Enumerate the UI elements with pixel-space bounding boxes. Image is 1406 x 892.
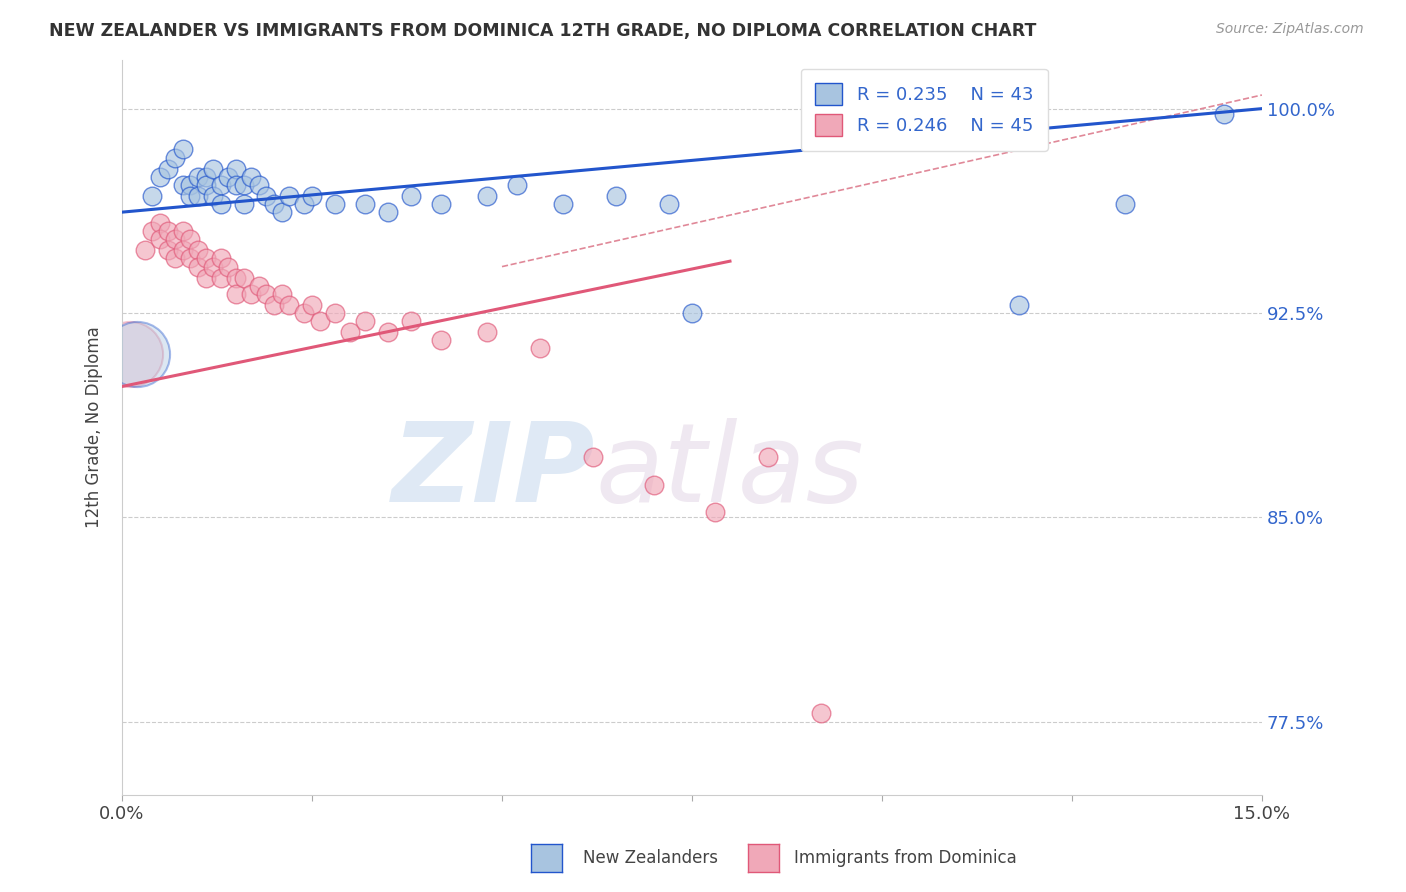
Point: [156, 224, 179, 238]
Point: [278, 189, 301, 203]
Point: [194, 178, 217, 192]
Point: [399, 189, 422, 203]
Point: [430, 197, 453, 211]
Point: [430, 333, 453, 347]
Point: [294, 306, 316, 320]
Point: [529, 342, 551, 356]
Point: [217, 169, 239, 184]
Point: [254, 286, 277, 301]
Point: [149, 169, 172, 184]
Point: [756, 450, 779, 465]
Point: [225, 178, 247, 192]
Point: [187, 169, 209, 184]
Point: [187, 189, 209, 203]
Point: [202, 161, 225, 176]
Point: [254, 189, 277, 203]
Point: [127, 347, 149, 361]
Point: [225, 286, 247, 301]
Y-axis label: 12th Grade, No Diploma: 12th Grade, No Diploma: [86, 326, 103, 528]
Point: [202, 260, 225, 274]
Point: [141, 224, 163, 238]
Point: [232, 178, 254, 192]
Point: [605, 189, 627, 203]
Point: [658, 197, 681, 211]
Point: [240, 169, 263, 184]
Point: [810, 706, 832, 721]
Point: [149, 232, 172, 246]
Point: [209, 178, 232, 192]
Point: [551, 197, 574, 211]
Point: [232, 270, 254, 285]
Point: [172, 143, 194, 157]
Point: [643, 477, 665, 491]
Text: ZIP: ZIP: [392, 418, 595, 525]
Point: [202, 189, 225, 203]
Point: [134, 244, 156, 258]
Point: [194, 270, 217, 285]
Point: [149, 216, 172, 230]
Point: [354, 197, 377, 211]
Point: [681, 306, 703, 320]
Point: [209, 270, 232, 285]
Point: [475, 189, 498, 203]
Point: [294, 197, 316, 211]
Point: [209, 252, 232, 266]
Point: [247, 178, 270, 192]
Point: [323, 197, 346, 211]
Point: [118, 347, 141, 361]
Point: [270, 286, 292, 301]
Point: [270, 205, 292, 219]
Point: [141, 189, 163, 203]
Point: [187, 244, 209, 258]
Point: [301, 189, 323, 203]
Point: [194, 252, 217, 266]
Point: [165, 151, 187, 165]
Point: [232, 197, 254, 211]
Point: [506, 178, 529, 192]
Point: [475, 325, 498, 339]
Point: [172, 244, 194, 258]
Point: [156, 161, 179, 176]
Point: [179, 189, 201, 203]
Point: [225, 161, 247, 176]
Point: [217, 260, 239, 274]
Text: Source: ZipAtlas.com: Source: ZipAtlas.com: [1216, 22, 1364, 37]
Point: [165, 232, 187, 246]
Point: [179, 178, 201, 192]
Point: [165, 252, 187, 266]
Point: [263, 197, 285, 211]
Point: [703, 505, 725, 519]
Point: [377, 205, 399, 219]
Point: [339, 325, 361, 339]
Text: NEW ZEALANDER VS IMMIGRANTS FROM DOMINICA 12TH GRADE, NO DIPLOMA CORRELATION CHA: NEW ZEALANDER VS IMMIGRANTS FROM DOMINIC…: [49, 22, 1036, 40]
Point: [308, 314, 330, 328]
Point: [247, 278, 270, 293]
Point: [263, 298, 285, 312]
Text: New Zealanders: New Zealanders: [583, 849, 718, 867]
Point: [225, 270, 247, 285]
Point: [1212, 107, 1234, 121]
Point: [172, 224, 194, 238]
Point: [194, 169, 217, 184]
Point: [179, 252, 201, 266]
Point: [399, 314, 422, 328]
Text: atlas: atlas: [595, 418, 863, 525]
Point: [354, 314, 377, 328]
Point: [1114, 197, 1136, 211]
Point: [172, 178, 194, 192]
Point: [582, 450, 605, 465]
Point: [156, 244, 179, 258]
Point: [179, 232, 201, 246]
Point: [1008, 298, 1031, 312]
Text: Immigrants from Dominica: Immigrants from Dominica: [794, 849, 1017, 867]
Point: [240, 286, 263, 301]
Point: [209, 197, 232, 211]
Point: [301, 298, 323, 312]
Point: [278, 298, 301, 312]
Point: [323, 306, 346, 320]
Point: [187, 260, 209, 274]
Point: [377, 325, 399, 339]
Legend: R = 0.235    N = 43, R = 0.246    N = 45: R = 0.235 N = 43, R = 0.246 N = 45: [801, 69, 1047, 151]
